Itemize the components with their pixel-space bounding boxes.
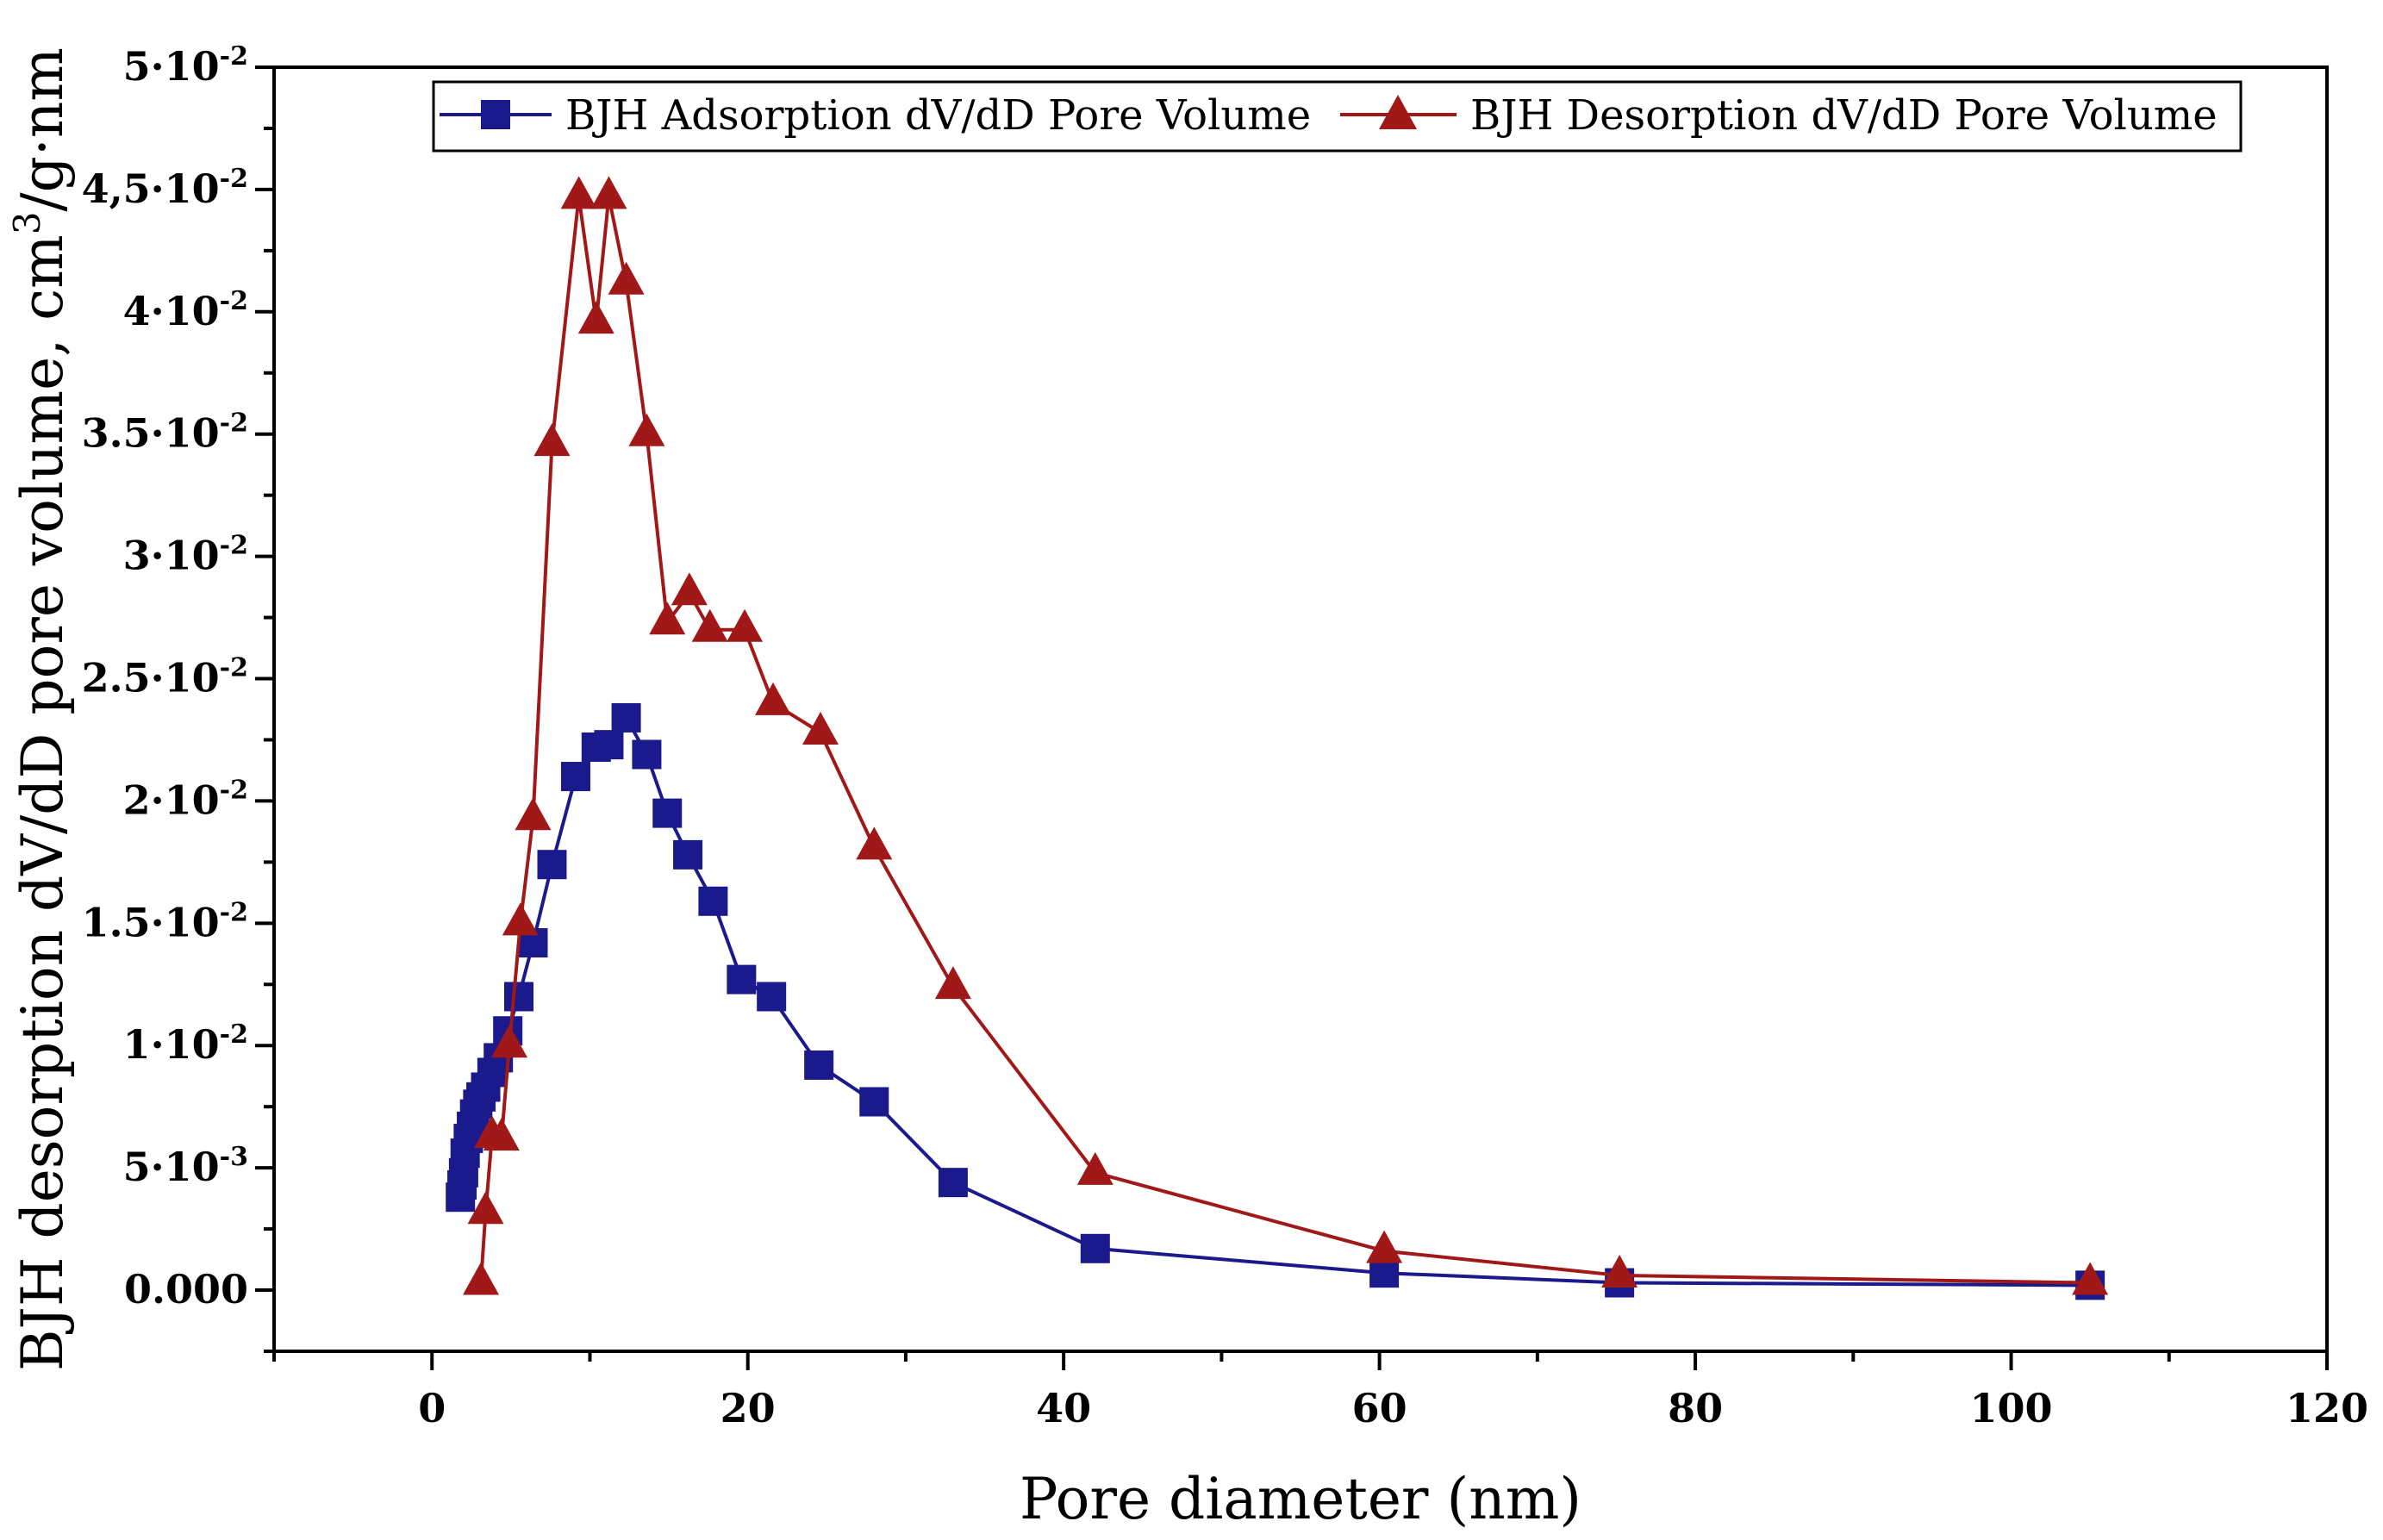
data-point-adsorption (560, 762, 590, 792)
data-point-desorption (628, 413, 665, 446)
data-point-desorption (1076, 1151, 1114, 1185)
x-axis-title: Pore diameter (nm) (1020, 1466, 1581, 1532)
x-tick-label: 60 (1352, 1385, 1407, 1431)
y-tick-label: 4·10-2 (123, 286, 248, 334)
data-point-adsorption (859, 1087, 889, 1117)
data-point-adsorption (1369, 1258, 1400, 1288)
data-point-adsorption (504, 982, 534, 1012)
plot-area-frame (272, 65, 2329, 1353)
data-point-desorption (467, 1191, 504, 1225)
data-point-desorption (515, 797, 552, 831)
data-point-desorption (802, 711, 839, 745)
data-point-adsorption (804, 1050, 834, 1080)
data-point-adsorption (594, 730, 624, 760)
data-point-desorption (2072, 1262, 2109, 1295)
data-point-desorption (671, 572, 708, 606)
data-point-adsorption (757, 982, 787, 1012)
y-tick-label: 2·10-2 (123, 775, 248, 823)
y-tick-label: 1.5·10-2 (82, 897, 248, 945)
data-point-desorption (463, 1262, 500, 1295)
x-axis-ticks: 0 20 40 60 80 100 120 (272, 1351, 2368, 1431)
data-point-adsorption (698, 886, 728, 916)
series-line-adsorption (459, 715, 2091, 1287)
data-point-desorption (755, 682, 792, 715)
x-tick-label: 80 (1668, 1385, 1723, 1431)
y-tick-label: 3.5·10-2 (82, 408, 248, 457)
series-line-desorption (479, 195, 2091, 1285)
legend-marker-desorption (1379, 95, 1417, 129)
x-tick-label: 0 (418, 1385, 446, 1431)
data-point-desorption (649, 602, 686, 635)
data-point-desorption (577, 301, 614, 334)
data-point-adsorption (611, 702, 641, 733)
series-layer (446, 176, 2109, 1300)
data-point-desorption (856, 826, 893, 860)
y-tick-label: 4,5·10-2 (82, 164, 248, 212)
y-axis-title-superscript: 3 (6, 212, 48, 235)
y-axis-title-main: BJH desorption dV/dD pore volume, cm (9, 234, 76, 1371)
x-tick-label: 120 (2286, 1385, 2368, 1431)
data-point-desorption (608, 261, 645, 295)
legend-marker-adsorption (481, 100, 510, 129)
data-point-adsorption (938, 1168, 968, 1198)
data-point-desorption (483, 1118, 520, 1151)
y-axis-title-tail: /g·nm (9, 47, 76, 212)
data-point-adsorption (652, 798, 683, 828)
data-point-desorption (560, 176, 597, 209)
data-point-desorption (1366, 1230, 1403, 1263)
x-tick-label: 100 (1970, 1385, 2053, 1431)
x-tick-label: 20 (721, 1385, 776, 1431)
y-tick-label: 3·10-2 (123, 531, 248, 579)
y-tick-label: 5·10-2 (123, 41, 248, 90)
legend: BJH Adsorption dV/dD Pore Volume BJH Des… (432, 80, 2243, 153)
data-point-desorption (533, 423, 571, 457)
y-tick-label: 0.000 (124, 1266, 248, 1312)
legend-label-desorption: BJH Desorption dV/dD Pore Volume (1470, 91, 2218, 140)
y-axis-title: BJH desorption dV/dD pore volume, cm3/g·… (6, 47, 76, 1371)
y-axis-ticks: 0.000 5·10-3 1·10-2 1.5·10-2 2·10-2 2.5·10-2 3… (82, 41, 274, 1353)
legend-label-adsorption: BJH Adsorption dV/dD Pore Volume (565, 91, 1311, 140)
data-point-desorption (1601, 1255, 1638, 1288)
y-tick-label: 1·10-2 (123, 1019, 248, 1068)
data-point-adsorption (537, 850, 567, 880)
data-point-desorption (491, 1025, 528, 1058)
data-point-adsorption (727, 964, 757, 994)
legend-box (432, 80, 2243, 153)
data-point-desorption (727, 608, 764, 642)
data-point-desorption (934, 966, 971, 1000)
y-tick-label: 2.5·10-2 (82, 653, 248, 701)
x-tick-label: 40 (1036, 1385, 1091, 1431)
data-point-adsorption (1080, 1233, 1110, 1263)
y-tick-label: 5·10-3 (123, 1142, 248, 1190)
data-point-adsorption (673, 839, 703, 870)
data-point-desorption (590, 176, 627, 209)
data-point-desorption (691, 608, 728, 642)
data-point-desorption (502, 902, 539, 936)
data-point-adsorption (632, 739, 662, 770)
